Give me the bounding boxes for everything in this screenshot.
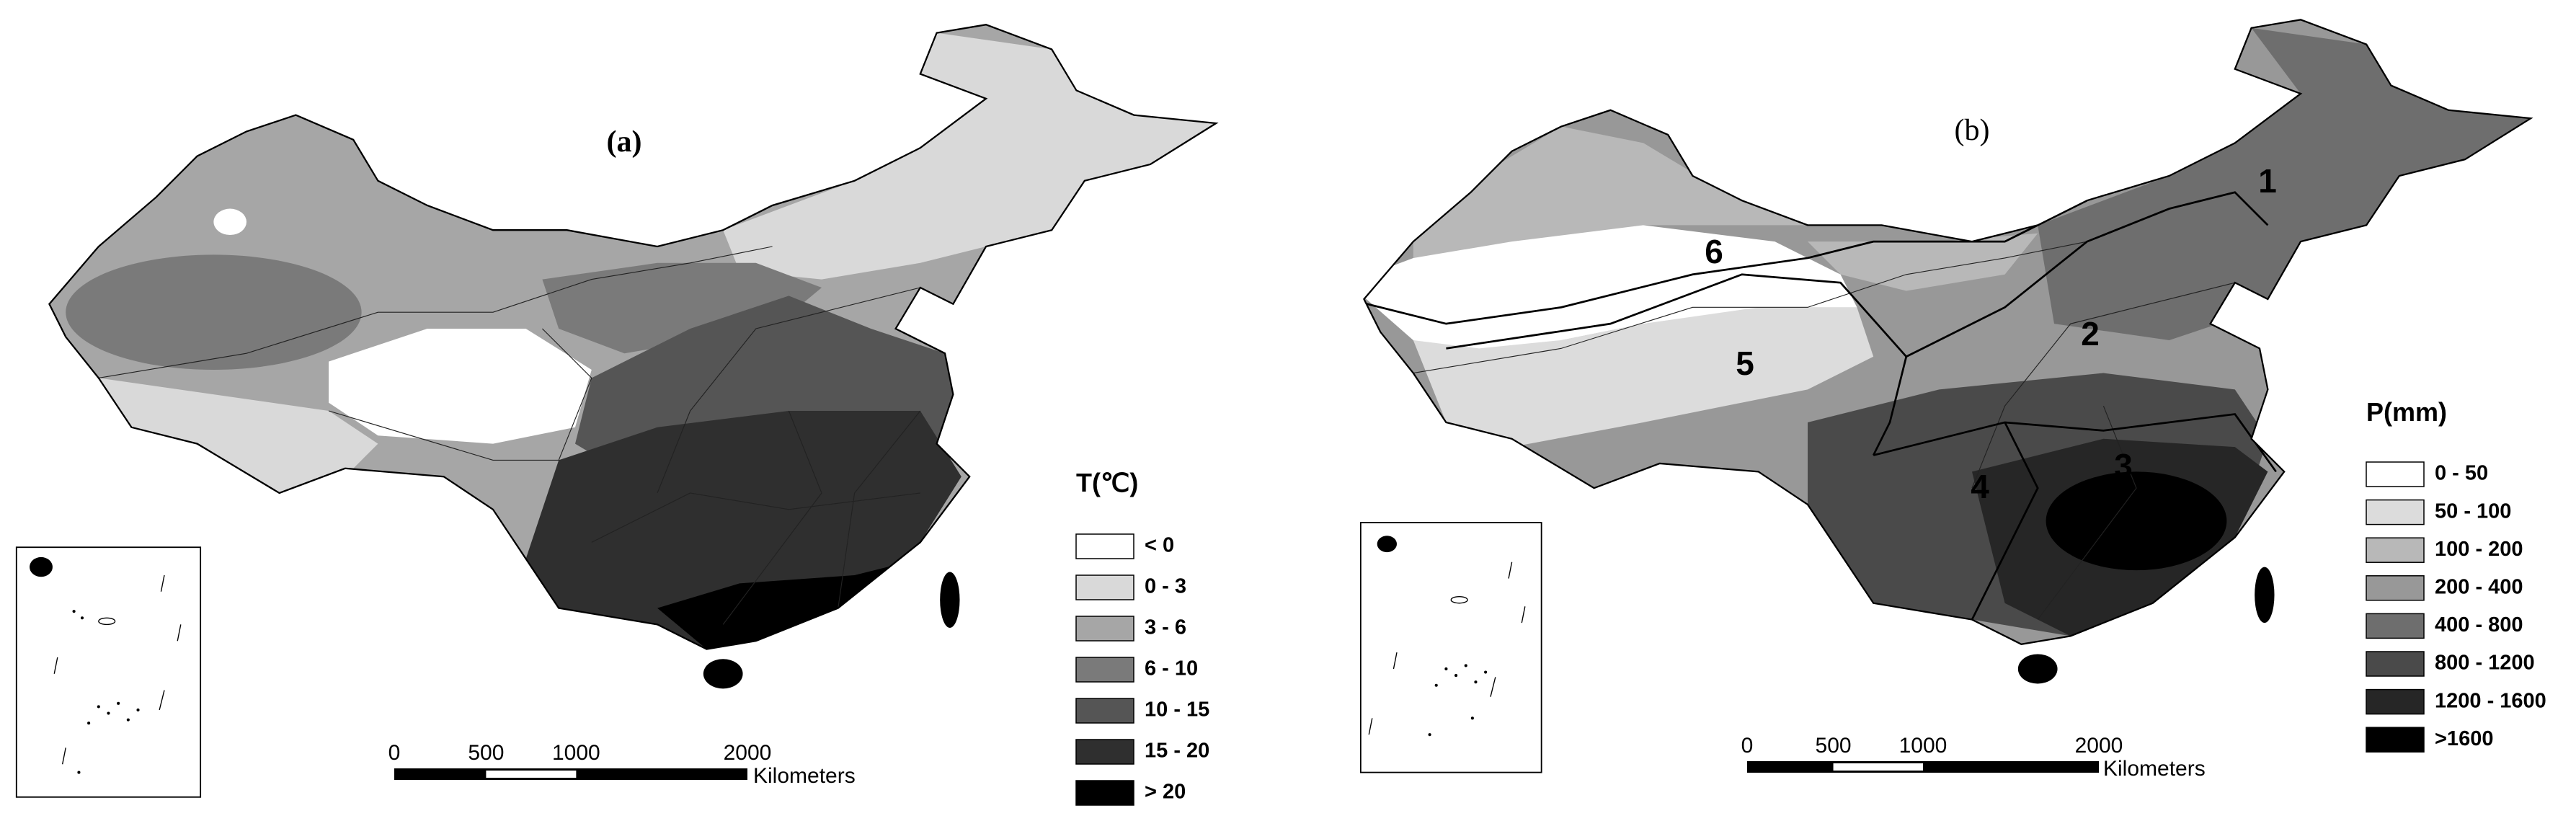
legend-label: 0 - 3 [1145, 575, 1186, 598]
legend-label: 100 - 200 [2435, 538, 2523, 561]
legend-label: 50 - 100 [2435, 500, 2511, 523]
map-a [15, 24, 1217, 798]
panel-label: (b) [1955, 114, 1990, 147]
legend-swatch [1075, 574, 1134, 600]
scale-bar-gap [486, 771, 577, 778]
legend-label: 0 - 50 [2435, 462, 2488, 485]
region-label: 1 [2258, 162, 2277, 200]
legend-label: > 20 [1145, 781, 1186, 804]
scale-bar-label: 500 [1816, 734, 1852, 758]
legend-swatch [2366, 499, 2425, 525]
legend-swatch [1075, 616, 1134, 642]
legend-label: 15 - 20 [1145, 740, 1209, 763]
legend-swatch [1075, 780, 1134, 806]
region-label: 2 [2081, 315, 2100, 352]
legend-swatch [1075, 739, 1134, 765]
legend-swatch [2366, 537, 2425, 563]
scale-bar-label: 2000 [724, 741, 772, 765]
legend-swatch [1075, 533, 1134, 559]
legend-label: >1600 [2435, 727, 2493, 750]
scale-bar-label: 0 [388, 741, 401, 765]
region-label: 6 [1705, 233, 1723, 270]
region-label: 3 [2114, 447, 2133, 484]
legend-title: P(mm) [2366, 397, 2447, 427]
legend-swatch [1075, 698, 1134, 724]
scale-bar-unit: Kilometers [753, 764, 856, 788]
legend-swatch [2366, 575, 2425, 601]
scale-bar-label: 1000 [552, 741, 600, 765]
legend-label: 1200 - 1600 [2435, 689, 2546, 712]
legend-title: T(℃) [1076, 468, 1138, 497]
legend-swatch [2366, 727, 2425, 753]
scale-bar-unit: Kilometers [2103, 757, 2206, 781]
panel-label: (a) [607, 125, 642, 159]
legend-swatch [2366, 651, 2425, 677]
legend-swatch [2366, 613, 2425, 639]
legend-swatch [2366, 461, 2425, 487]
map-b [1359, 19, 2532, 773]
region-label: 4 [1971, 468, 1989, 505]
scale-bar-label: 2000 [2075, 734, 2123, 758]
scale-bar-label: 1000 [1899, 734, 1947, 758]
legend-swatch [2366, 688, 2425, 715]
legend-label: 200 - 400 [2435, 575, 2523, 598]
legend-label: 800 - 1200 [2435, 652, 2535, 675]
legend-label: < 0 [1145, 534, 1174, 557]
scale-bar-label: 0 [1741, 734, 1754, 758]
legend-label: 10 - 15 [1145, 698, 1209, 722]
legend-label: 400 - 800 [2435, 613, 2523, 636]
scale-bar-gap [1833, 763, 1923, 771]
legend-label: 6 - 10 [1145, 657, 1198, 680]
legend-label: 3 - 6 [1145, 616, 1186, 639]
scale-bar-label: 500 [468, 741, 504, 765]
region-label: 5 [1736, 345, 1754, 382]
legend-swatch [1075, 657, 1134, 683]
